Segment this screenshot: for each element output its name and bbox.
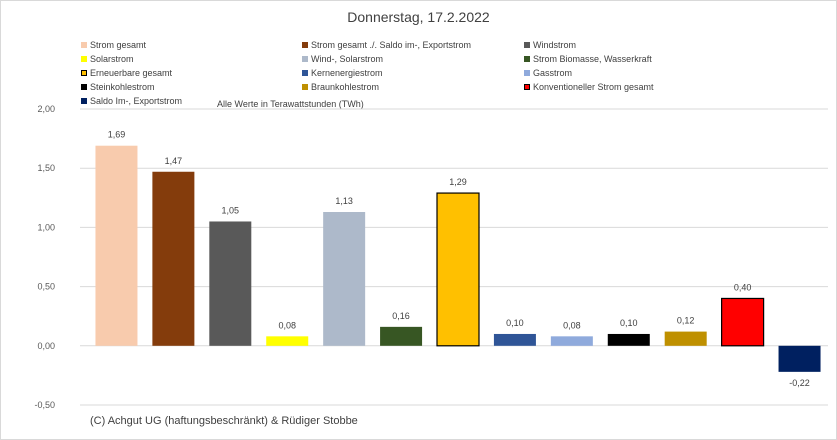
legend-swatch <box>302 56 308 62</box>
y-tick-label: 0,00 <box>37 341 55 351</box>
bar <box>721 297 765 347</box>
legend-item: Strom Biomasse, Wasserkraft <box>524 54 652 64</box>
legend-swatch <box>524 42 530 48</box>
y-tick-label: 1,50 <box>37 163 55 173</box>
legend-swatch <box>81 98 87 104</box>
legend-swatch <box>524 56 530 62</box>
bar <box>209 221 252 346</box>
data-label: 0,10 <box>506 318 524 328</box>
legend-label: Saldo Im-, Exportstrom <box>90 96 183 106</box>
legend-item: Erneuerbare gesamt <box>81 68 172 78</box>
bar <box>152 171 195 346</box>
legend-swatch <box>302 70 308 76</box>
y-tick-label: 1,00 <box>37 222 55 232</box>
legend-label: Konventioneller Strom gesamt <box>533 82 654 92</box>
legend-label: Gasstrom <box>533 68 573 78</box>
legend-swatch <box>524 84 530 90</box>
chart-title: Donnerstag, 17.2.2022 <box>347 9 490 25</box>
data-label: 0,40 <box>734 282 752 292</box>
bar <box>607 333 650 346</box>
legend-swatch <box>302 84 308 90</box>
legend-item: Kernenergiestrom <box>302 68 383 78</box>
legend-label: Steinkohlestrom <box>90 82 155 92</box>
legend-label: Strom Biomasse, Wasserkraft <box>533 54 652 64</box>
legend-item: Solarstrom <box>81 54 134 64</box>
legend-swatch <box>81 42 87 48</box>
bar <box>380 326 423 346</box>
data-label: 1,29 <box>449 177 467 187</box>
legend-item: Strom gesamt <box>81 40 146 50</box>
legend-item: Steinkohlestrom <box>81 82 155 92</box>
legend-label: Strom gesamt <box>90 40 147 50</box>
data-label: 0,08 <box>563 320 581 330</box>
data-label: 1,05 <box>222 205 240 215</box>
data-label: 1,69 <box>108 130 126 140</box>
data-label: -0,22 <box>789 378 810 388</box>
legend-item: Saldo Im-, Exportstrom <box>81 96 182 106</box>
data-label: 1,13 <box>335 196 353 206</box>
bar <box>95 145 138 346</box>
data-label: 0,10 <box>620 318 638 328</box>
data-label: 0,16 <box>392 311 410 321</box>
legend-item: Braunkohlestrom <box>302 82 379 92</box>
y-tick-label: -0,50 <box>34 400 55 410</box>
legend-label: Windstrom <box>533 40 577 50</box>
legend-label: Wind-, Solarstrom <box>311 54 384 64</box>
bar <box>550 336 593 346</box>
data-label: 0,12 <box>677 316 695 326</box>
legend-label: Kernenergiestrom <box>311 68 383 78</box>
legend-swatch <box>524 70 530 76</box>
y-tick-label: 2,00 <box>37 104 55 114</box>
legend-swatch <box>81 84 87 90</box>
bar <box>436 192 480 347</box>
legend-swatch <box>81 70 87 76</box>
legend-item: Windstrom <box>524 40 576 50</box>
legend-item: Wind-, Solarstrom <box>302 54 383 64</box>
bar <box>266 336 309 346</box>
legend: Strom gesamt Strom gesamt ./. Saldo im-, … <box>0 0 837 110</box>
legend-swatch <box>81 56 87 62</box>
unit-annotation: Alle Werte in Terawattstunden (TWh) <box>217 99 364 109</box>
bar <box>778 345 821 372</box>
legend-label: Erneuerbare gesamt <box>90 68 173 78</box>
bar <box>323 212 366 346</box>
legend-label: Solarstrom <box>90 54 134 64</box>
legend-item: Gasstrom <box>524 68 572 78</box>
legend-item: Strom gesamt ./. Saldo im-, Exportstrom <box>302 40 471 50</box>
legend-label: Strom gesamt ./. Saldo im-, Exportstrom <box>311 40 472 50</box>
credit-text: (C) Achgut UG (haftungsbeschränkt) & Rüd… <box>90 415 358 427</box>
legend-item: Konventioneller Strom gesamt <box>524 82 654 92</box>
bar <box>664 331 707 346</box>
data-label: 1,47 <box>165 156 183 166</box>
bar <box>493 333 536 346</box>
legend-swatch <box>302 42 308 48</box>
y-tick-label: 0,50 <box>37 282 55 292</box>
data-label: 0,08 <box>278 320 296 330</box>
legend-label: Braunkohlestrom <box>311 82 380 92</box>
